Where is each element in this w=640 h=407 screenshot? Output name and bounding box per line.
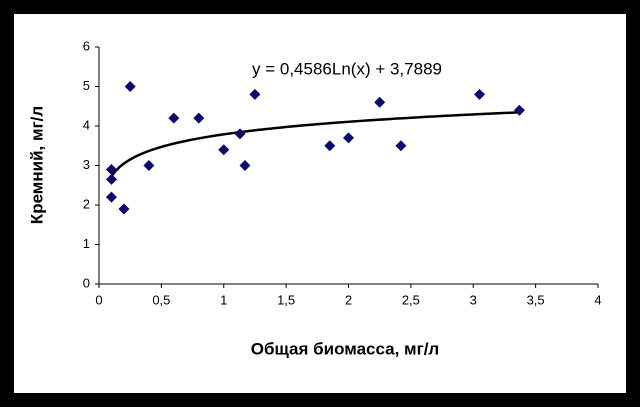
data-point [473, 88, 485, 100]
data-point [374, 96, 386, 108]
x-tick-label: 0 [95, 292, 102, 307]
y-tick-label: 2 [83, 196, 90, 211]
trendline [110, 111, 520, 177]
data-point [193, 112, 205, 124]
data-point [124, 81, 136, 92]
x-tick-label: 3 [470, 292, 477, 307]
y-tick-label: 4 [83, 117, 90, 132]
y-tick-label: 0 [83, 275, 90, 290]
data-point [168, 112, 180, 124]
x-tick-label: 2 [345, 292, 352, 307]
data-point [249, 88, 261, 100]
x-tick-label: 1,5 [277, 292, 295, 307]
data-point [105, 163, 117, 175]
x-tick-label: 3,5 [527, 292, 545, 307]
data-point [324, 140, 336, 152]
y-tick-label: 5 [83, 78, 90, 93]
data-point [395, 140, 407, 152]
data-point [234, 128, 246, 140]
x-tick-label: 2,5 [402, 292, 420, 307]
y-tick-label: 6 [83, 38, 90, 53]
x-tick-label: 4 [594, 292, 601, 307]
y-tick-label: 1 [83, 236, 90, 251]
x-tick-label: 0,5 [152, 292, 170, 307]
data-point [239, 160, 251, 171]
x-tick-label: 1 [220, 292, 227, 307]
data-point [343, 132, 354, 144]
data-point [513, 104, 525, 116]
data-point [218, 144, 230, 156]
data-point [105, 191, 117, 203]
x-axis-title: Общая биомасса, мг/л [251, 339, 440, 358]
chart-area [14, 14, 626, 393]
data-point [118, 203, 130, 215]
data-point [143, 160, 155, 171]
y-axis-title: Кремний, мг/л [27, 106, 46, 224]
data-point [105, 173, 117, 185]
y-tick-label: 3 [83, 157, 90, 172]
trendline-equation: y = 0,4586Ln(x) + 3,7889 [252, 59, 442, 78]
